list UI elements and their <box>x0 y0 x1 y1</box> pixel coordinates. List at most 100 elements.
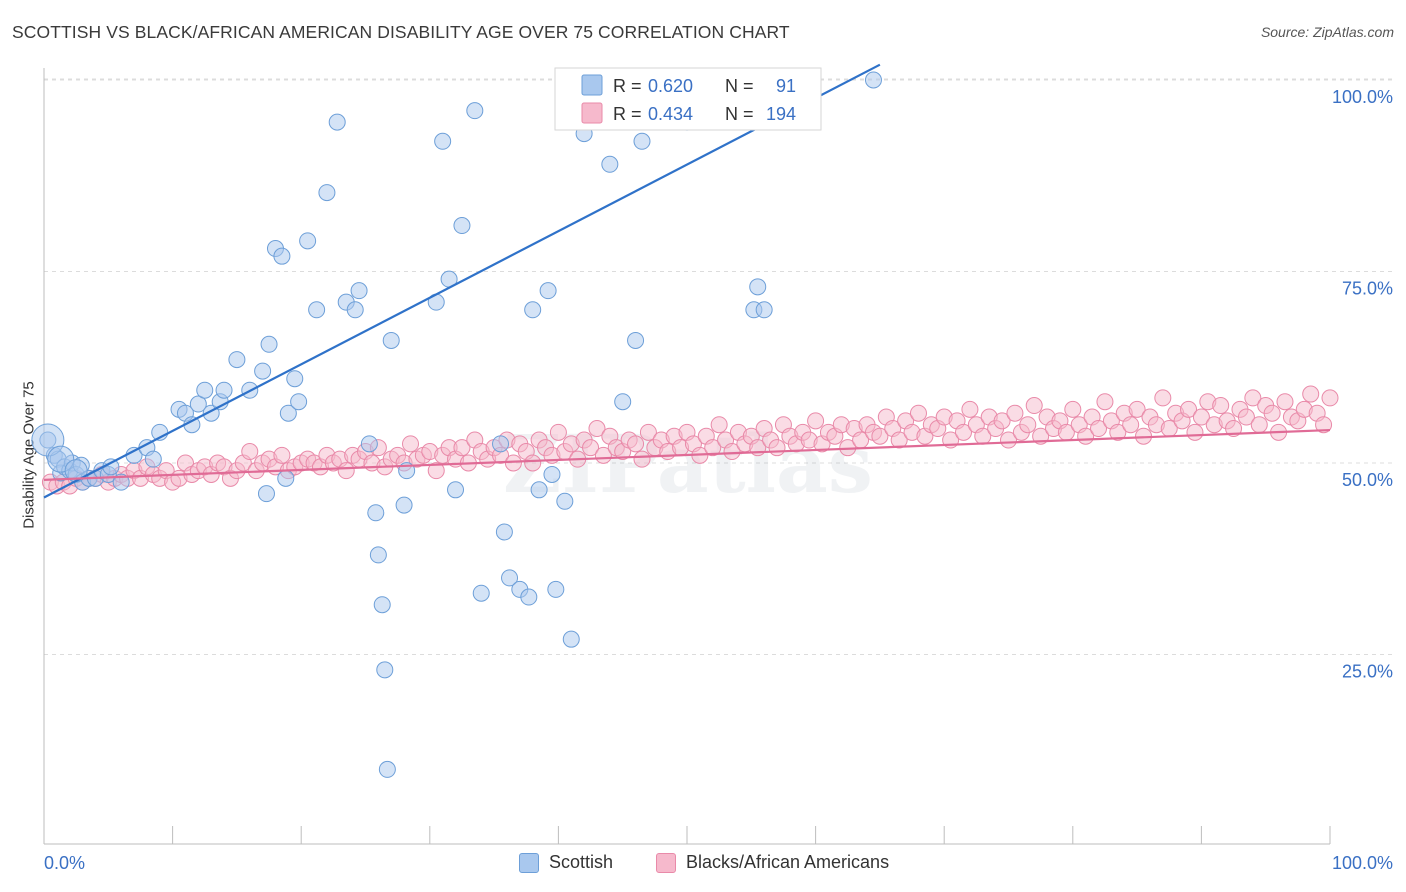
pink-point <box>1302 385 1320 403</box>
pink-point <box>1019 416 1037 434</box>
blue-point <box>601 155 619 173</box>
source-label: Source: ZipAtlas.com <box>1260 24 1394 40</box>
blue-point <box>530 481 548 499</box>
pink-point <box>1244 389 1262 407</box>
stats-legend-blue-swatch <box>581 74 603 96</box>
stats-legend-n-label-1: N = <box>725 76 754 96</box>
pink-point <box>871 427 889 445</box>
pink-point <box>1225 420 1243 438</box>
pink-point <box>627 435 645 453</box>
legend-item-scottish[interactable]: Scottish <box>519 852 613 873</box>
blue-point <box>360 435 378 453</box>
blue-point <box>228 351 246 369</box>
legend-label-blacks-african-americans: Blacks/African Americans <box>686 852 890 872</box>
pink-point <box>1025 397 1043 415</box>
tick-labels: 100.0% 75.0% 50.0% 25.0% 0.0% 100.0% <box>44 87 1393 873</box>
blue-point <box>257 485 275 503</box>
x-tick-label: 0.0% <box>44 853 85 873</box>
pink-point <box>993 412 1011 430</box>
pink-point <box>704 439 722 457</box>
bottom-legend: Scottish Blacks/African Americans <box>0 852 1406 878</box>
stats-legend-n-value-1: 91 <box>776 76 796 96</box>
blue-point <box>376 661 394 679</box>
pink-point <box>549 423 567 441</box>
axes <box>43 68 1331 845</box>
pink-point <box>1109 423 1127 441</box>
blue-point <box>346 301 364 319</box>
blue-point <box>367 504 385 522</box>
pink-point <box>402 435 420 453</box>
pink-point <box>1090 420 1108 438</box>
blue-point <box>196 381 214 399</box>
blue-point <box>614 393 632 411</box>
blue-point <box>286 370 304 388</box>
blue-point <box>373 596 391 614</box>
pink-point <box>1096 393 1114 411</box>
y-tick-label: 50.0% <box>1342 470 1393 490</box>
pink-point <box>1276 393 1294 411</box>
legend-swatch-blacks-african-americans <box>656 852 676 873</box>
blue-point <box>520 588 538 606</box>
blue-point <box>524 301 542 319</box>
legend-label-scottish: Scottish <box>549 852 614 872</box>
blue-point <box>492 435 510 453</box>
blue-point <box>273 247 291 265</box>
blue-point <box>189 395 207 413</box>
blue-point <box>260 335 278 353</box>
pink-point <box>1000 431 1017 449</box>
blue-point <box>279 404 297 422</box>
pink-point <box>1321 389 1339 407</box>
blue-point <box>277 469 295 487</box>
blue-point <box>447 481 465 499</box>
blue-point <box>308 301 326 319</box>
stats-legend-r-label-2: R = <box>613 104 642 124</box>
pink-point <box>1263 404 1281 422</box>
grid-lines <box>44 78 1395 655</box>
blue-point <box>749 278 767 296</box>
pink-point <box>582 439 600 457</box>
blue-point <box>543 465 561 483</box>
pink-point <box>1122 416 1140 434</box>
blue-point <box>299 232 317 250</box>
pink-point <box>1186 423 1204 441</box>
pink-point <box>427 462 445 480</box>
trend-lines <box>43 63 1331 499</box>
blue-point <box>290 393 308 411</box>
blue-point <box>466 102 484 120</box>
stats-legend: R = 0.620 N = 91 R = 0.434 N = 194 <box>554 67 822 131</box>
stats-legend-n-label-2: N = <box>725 104 754 124</box>
pink-point <box>1212 397 1230 415</box>
pink-point <box>588 420 606 438</box>
blue-point <box>350 282 368 300</box>
blue-point <box>328 113 346 131</box>
pink-point <box>1180 400 1198 418</box>
stats-legend-pink-swatch <box>581 102 603 124</box>
blue-point <box>112 473 130 491</box>
legend-swatch-scottish <box>519 852 539 873</box>
blue-point <box>633 132 651 150</box>
blue-point <box>556 492 574 510</box>
y-tick-label: 100.0% <box>1332 87 1393 107</box>
pink-point <box>723 443 741 461</box>
blue-point <box>547 580 565 598</box>
x-tick-label: 100.0% <box>1332 853 1393 873</box>
blue-point <box>382 331 400 349</box>
pink-point <box>1128 400 1146 418</box>
blue-point <box>395 496 413 514</box>
blue-point <box>434 132 452 150</box>
blue-point <box>378 760 396 778</box>
pink-point <box>337 462 355 480</box>
pink-point <box>961 400 979 418</box>
pink-point <box>710 416 728 434</box>
pink-point <box>1064 400 1082 418</box>
legend-item-blacks-african-americans[interactable]: Blacks/African Americans <box>656 852 889 873</box>
pink-point <box>1250 416 1268 434</box>
blue-point <box>369 546 387 564</box>
blue-point <box>501 569 519 587</box>
pink-point <box>1154 389 1172 407</box>
pink-point <box>1192 408 1210 426</box>
blue-point <box>472 584 490 602</box>
trend-line-blacks-african-americans <box>43 428 1331 481</box>
pink-point <box>453 439 471 457</box>
